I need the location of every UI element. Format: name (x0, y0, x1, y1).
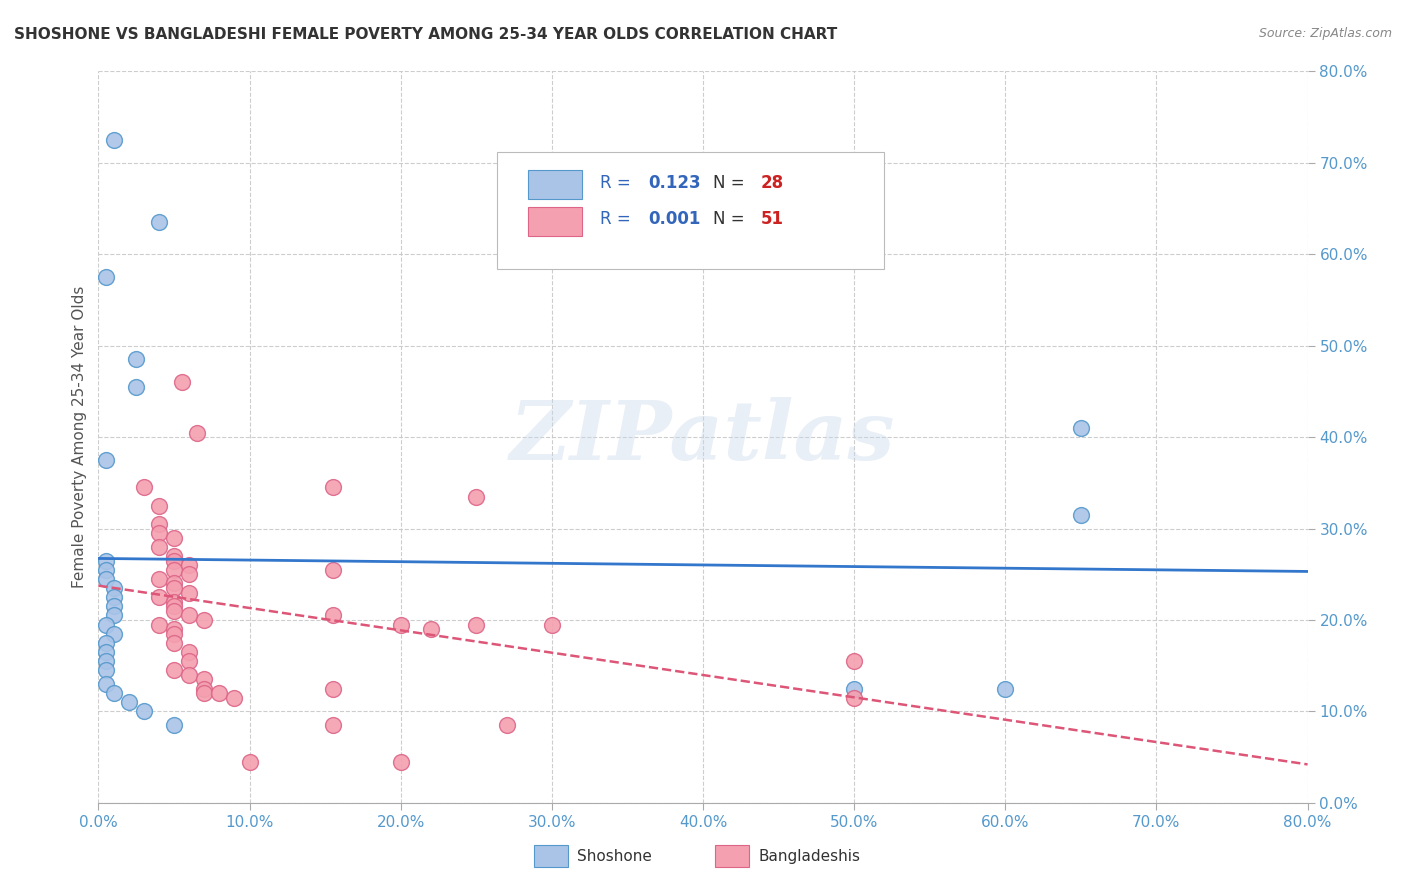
Point (389, 617, 412, 632)
Text: Shoshone: Shoshone (578, 848, 652, 863)
Point (163, 576, 186, 591)
Text: 0.123: 0.123 (648, 174, 702, 192)
FancyBboxPatch shape (527, 170, 582, 200)
Point (94, 270, 117, 285)
Point (179, 608, 201, 623)
Point (465, 490, 488, 504)
Text: Bangladeshis: Bangladeshis (759, 848, 860, 863)
Point (163, 663, 186, 677)
Point (103, 599, 125, 614)
Point (163, 531, 186, 545)
Point (94, 572, 117, 586)
Point (163, 718, 186, 732)
Point (163, 626, 186, 640)
Point (322, 608, 344, 623)
FancyBboxPatch shape (498, 152, 884, 268)
Point (170, 375, 193, 389)
Point (94, 617, 117, 632)
Point (193, 673, 215, 687)
Point (994, 681, 1017, 696)
Text: 51: 51 (761, 211, 785, 228)
FancyBboxPatch shape (716, 846, 749, 867)
Point (148, 499, 170, 513)
Point (94, 645, 117, 659)
Point (94, 677, 117, 691)
Point (193, 681, 215, 696)
Point (103, 133, 125, 147)
Y-axis label: Female Poverty Among 25-34 Year Olds: Female Poverty Among 25-34 Year Olds (72, 286, 87, 588)
Point (224, 690, 246, 705)
Point (844, 690, 866, 705)
Point (103, 626, 125, 640)
Point (322, 480, 344, 494)
Point (495, 718, 517, 732)
Point (163, 636, 186, 650)
Point (163, 549, 186, 563)
Point (132, 480, 155, 494)
Point (186, 425, 208, 440)
Text: N =: N = (713, 211, 749, 228)
Point (103, 686, 125, 700)
Point (103, 581, 125, 595)
Point (163, 594, 186, 608)
Point (163, 599, 186, 614)
Point (103, 608, 125, 623)
Point (94, 663, 117, 677)
Point (132, 705, 155, 719)
Point (148, 215, 170, 229)
Text: ZIPatlas: ZIPatlas (510, 397, 896, 477)
Point (94, 563, 117, 577)
Point (193, 686, 215, 700)
Point (179, 667, 201, 681)
Point (389, 755, 412, 769)
Point (103, 590, 125, 604)
Point (118, 695, 141, 709)
Point (163, 581, 186, 595)
FancyBboxPatch shape (527, 207, 582, 235)
Point (94, 453, 117, 467)
Text: Source: ZipAtlas.com: Source: ZipAtlas.com (1258, 27, 1392, 40)
Point (465, 617, 488, 632)
Text: N =: N = (713, 174, 749, 192)
Point (179, 585, 201, 599)
Point (94, 636, 117, 650)
Point (1070, 508, 1092, 522)
Point (179, 558, 201, 573)
Point (94, 654, 117, 668)
Point (148, 572, 170, 586)
Point (179, 567, 201, 582)
Point (844, 681, 866, 696)
Point (193, 613, 215, 627)
Point (322, 681, 344, 696)
Point (322, 718, 344, 732)
Point (420, 622, 443, 636)
Point (163, 622, 186, 636)
Point (125, 380, 148, 394)
Point (322, 563, 344, 577)
Point (179, 645, 201, 659)
Point (148, 526, 170, 541)
Point (148, 590, 170, 604)
Text: SHOSHONE VS BANGLADESHI FEMALE POVERTY AMONG 25-34 YEAR OLDS CORRELATION CHART: SHOSHONE VS BANGLADESHI FEMALE POVERTY A… (14, 27, 838, 42)
Point (1070, 421, 1092, 435)
Text: R =: R = (600, 211, 637, 228)
Text: R =: R = (600, 174, 637, 192)
Point (208, 686, 231, 700)
Point (148, 516, 170, 531)
Point (540, 617, 562, 632)
Point (239, 755, 262, 769)
Point (94, 553, 117, 567)
FancyBboxPatch shape (534, 846, 568, 867)
Point (163, 563, 186, 577)
Point (125, 352, 148, 367)
Point (163, 553, 186, 567)
Point (179, 654, 201, 668)
Text: 0.001: 0.001 (648, 211, 702, 228)
Point (844, 654, 866, 668)
Point (163, 604, 186, 618)
Point (148, 540, 170, 554)
Text: 28: 28 (761, 174, 785, 192)
Point (148, 617, 170, 632)
